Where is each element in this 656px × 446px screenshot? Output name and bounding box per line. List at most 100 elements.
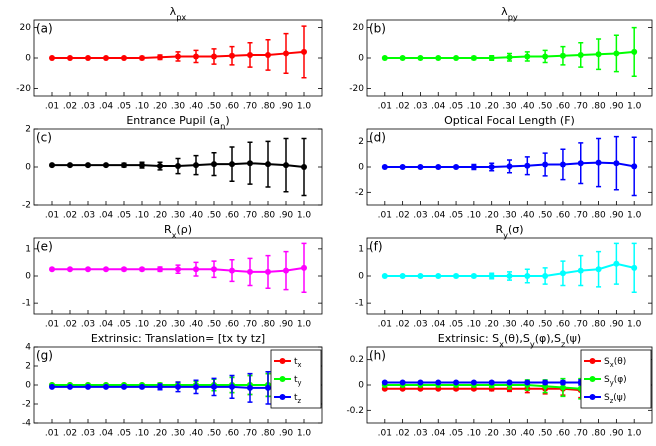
y-tick-label: 20 — [353, 23, 365, 33]
legend-marker — [279, 376, 286, 382]
marker — [453, 164, 460, 170]
marker — [247, 384, 253, 391]
marker — [121, 55, 127, 61]
marker — [301, 48, 307, 55]
x-tick-label: .60 — [225, 102, 240, 112]
marker — [488, 379, 495, 386]
x-tick-label: 1.0 — [297, 211, 312, 221]
marker — [417, 273, 424, 279]
legend-marker — [589, 358, 596, 364]
x-tick-label: .30 — [502, 211, 517, 221]
chart-title-part: py — [508, 12, 518, 22]
marker — [524, 53, 531, 60]
x-tick-label: .50 — [207, 102, 222, 112]
chart-title-part: x — [499, 339, 504, 349]
chart-title-part: px — [176, 12, 186, 22]
marker — [506, 54, 513, 61]
x-tick-label: .02 — [63, 320, 77, 330]
x-tick-label: .04 — [99, 320, 114, 330]
x-tick-label: .01 — [45, 102, 59, 112]
legend-label: tz — [294, 393, 302, 406]
x-tick-label: .20 — [485, 429, 500, 439]
legend-label-part: S — [604, 357, 610, 367]
marker — [67, 162, 73, 169]
marker — [49, 162, 55, 169]
marker — [613, 50, 620, 57]
x-tick-label: .40 — [520, 320, 535, 330]
x-tick-label: .90 — [609, 211, 624, 221]
legend-label-part: t — [294, 393, 298, 403]
marker — [265, 161, 271, 168]
x-tick-label: .10 — [467, 320, 482, 330]
chart-title-part: Extrinsic: S — [438, 332, 499, 345]
y-tick-label: 2 — [25, 362, 31, 372]
marker — [265, 268, 271, 275]
x-tick-label: .90 — [279, 102, 294, 112]
x-tick-label: .80 — [261, 429, 276, 439]
marker — [103, 383, 109, 390]
x-tick-label: .03 — [413, 211, 427, 221]
x-tick-label: .04 — [431, 320, 446, 330]
x-tick-label: .10 — [135, 211, 150, 221]
marker — [559, 52, 566, 59]
y-tick-label: -2 — [355, 188, 364, 198]
x-tick-label: .60 — [556, 211, 571, 221]
chart-title: Extrinsic: Translation= [tx ty tz] — [91, 332, 265, 345]
x-tick-label: .50 — [538, 320, 553, 330]
marker — [613, 160, 620, 167]
x-tick-label: 1.0 — [627, 429, 642, 439]
chart-title-part: n — [220, 121, 225, 131]
x-tick-label: .20 — [153, 320, 168, 330]
marker — [121, 383, 127, 390]
marker — [157, 383, 163, 390]
marker — [211, 53, 217, 60]
x-tick-label: .30 — [502, 429, 517, 439]
x-tick-label: .20 — [485, 320, 500, 330]
x-tick-label: .05 — [449, 429, 463, 439]
marker — [103, 55, 109, 61]
marker — [85, 162, 91, 169]
legend-marker — [279, 358, 286, 364]
x-tick-label: .90 — [279, 211, 294, 221]
x-tick-label: .60 — [556, 429, 571, 439]
x-tick-label: .60 — [225, 211, 240, 221]
marker — [488, 164, 495, 170]
x-tick-label: .20 — [485, 102, 500, 112]
x-tick-label: .04 — [99, 211, 114, 221]
legend-label-part: x — [610, 361, 614, 369]
x-tick-label: .80 — [261, 211, 276, 221]
marker — [67, 383, 73, 390]
marker — [381, 55, 388, 61]
marker — [417, 55, 424, 61]
marker — [506, 163, 513, 170]
marker — [470, 379, 477, 386]
marker — [435, 379, 442, 386]
x-tick-label: .20 — [153, 102, 168, 112]
y-tick-label: -0.2 — [346, 406, 364, 416]
marker — [453, 55, 460, 61]
x-tick-label: .80 — [261, 320, 276, 330]
chart-title: Entrance Pupil (an) — [126, 114, 229, 131]
x-tick-label: .60 — [556, 320, 571, 330]
marker — [157, 54, 163, 61]
x-tick-label: 1.0 — [297, 320, 312, 330]
panel-label: (g) — [36, 349, 53, 363]
marker — [381, 164, 388, 170]
marker — [211, 161, 217, 168]
legend-label: Sz(ψ) — [604, 393, 626, 406]
marker — [301, 164, 307, 170]
x-tick-label: .50 — [538, 429, 553, 439]
x-tick-label: .40 — [189, 102, 204, 112]
x-tick-label: .70 — [243, 211, 258, 221]
x-tick-label: .80 — [591, 102, 606, 112]
marker — [229, 52, 235, 59]
marker — [542, 273, 549, 279]
marker — [435, 273, 442, 279]
x-tick-label: .01 — [45, 429, 59, 439]
marker — [631, 48, 638, 55]
x-tick-label: .03 — [81, 320, 95, 330]
marker — [157, 266, 163, 273]
x-tick-label: .90 — [609, 102, 624, 112]
x-tick-label: .70 — [574, 102, 589, 112]
x-tick-label: .05 — [117, 211, 131, 221]
